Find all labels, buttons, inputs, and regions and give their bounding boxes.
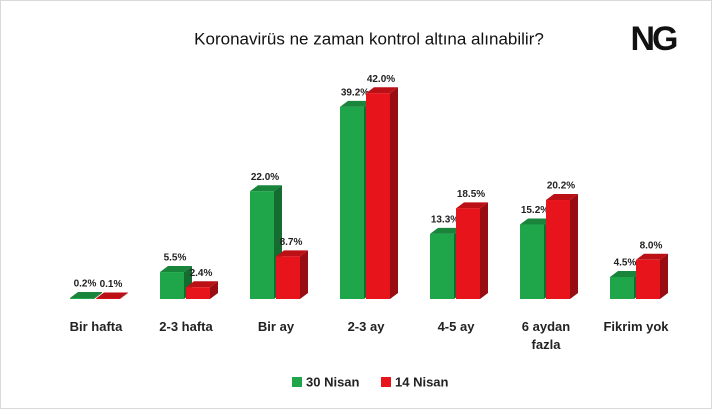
value-label: 39.2% <box>341 88 369 99</box>
value-label: 15.2% <box>521 205 549 216</box>
x-tick-label: 2-3 ay <box>347 319 385 334</box>
bar-top <box>546 194 578 201</box>
bar-side <box>120 292 128 299</box>
value-label: 8.7% <box>280 237 303 248</box>
legend-label: 14 Nisan <box>395 374 449 389</box>
bar-top <box>250 185 282 192</box>
bar-top <box>366 87 398 94</box>
logo: NG <box>631 20 678 58</box>
bar <box>160 272 184 299</box>
x-tick-label: 6 aydan fazla <box>521 319 571 352</box>
bar-side <box>300 250 308 299</box>
bar <box>430 233 454 299</box>
bar-top <box>636 253 668 260</box>
bar <box>636 259 660 299</box>
bar-top <box>276 250 308 257</box>
bar <box>70 298 94 299</box>
value-label: 5.5% <box>164 253 187 264</box>
value-label: 22.0% <box>251 172 279 183</box>
x-tick-label: 4-5 ay <box>437 319 475 334</box>
legend-swatch <box>381 377 391 387</box>
bar-side <box>660 253 668 299</box>
bar-side <box>210 281 218 299</box>
bar-side <box>570 194 578 299</box>
legend-swatch <box>292 377 302 387</box>
bar-top <box>430 227 462 234</box>
value-label: 2.4% <box>190 268 213 279</box>
bar <box>340 106 364 299</box>
bar <box>546 200 570 299</box>
x-tick-label: Bir hafta <box>69 319 123 334</box>
bar-top <box>520 218 552 225</box>
bar <box>456 208 480 299</box>
bar-top <box>340 100 372 107</box>
value-label: 8.0% <box>640 240 663 251</box>
bar <box>366 93 390 299</box>
value-label: 4.5% <box>614 258 637 269</box>
legend-label: 30 Nisan <box>306 374 360 389</box>
bar-top <box>456 202 488 209</box>
value-label: 0.1% <box>100 279 123 290</box>
bar-top <box>186 281 218 288</box>
x-tick-label: Fikrim yok <box>603 319 669 334</box>
x-tick-label: Bir ay <box>257 319 295 334</box>
bar-top <box>160 266 192 273</box>
bar-side <box>390 87 398 299</box>
bar-side <box>480 202 488 299</box>
chart-title: Koronavirüs ne zaman kontrol altına alın… <box>194 29 544 48</box>
bar-top <box>610 270 642 277</box>
bar-side <box>94 292 102 299</box>
bar <box>186 287 210 299</box>
bar <box>520 224 544 299</box>
bar <box>250 191 274 299</box>
bar-top <box>96 292 128 299</box>
value-label: 13.3% <box>431 214 459 225</box>
bar-top <box>70 292 102 299</box>
x-tick-label: 2-3 hafta <box>159 319 213 334</box>
value-label: 18.5% <box>457 189 485 200</box>
value-label: 0.2% <box>74 279 97 290</box>
value-label: 42.0% <box>367 74 395 85</box>
bar <box>610 276 634 299</box>
bar <box>276 256 300 299</box>
value-label: 20.2% <box>547 181 575 192</box>
